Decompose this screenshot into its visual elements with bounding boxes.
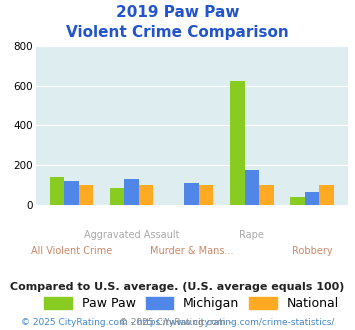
Text: Aggravated Assault: Aggravated Assault — [84, 230, 179, 240]
Bar — [185, 183, 199, 205]
Bar — [110, 188, 124, 205]
Text: All Violent Crime: All Violent Crime — [31, 246, 112, 256]
Bar — [50, 177, 64, 205]
Bar — [245, 170, 259, 205]
Bar — [78, 185, 93, 205]
Text: Violent Crime Comparison: Violent Crime Comparison — [66, 25, 289, 40]
Text: © 2025 CityRating.com - https://www.cityrating.com/crime-statistics/: © 2025 CityRating.com - https://www.city… — [21, 318, 334, 327]
Bar — [199, 185, 213, 205]
Bar — [124, 179, 139, 205]
Text: Compared to U.S. average. (U.S. average equals 100): Compared to U.S. average. (U.S. average … — [10, 282, 345, 292]
Bar — [259, 185, 274, 205]
Bar — [290, 197, 305, 205]
Text: © 2025 CityRating.com -: © 2025 CityRating.com - — [119, 318, 235, 327]
Bar — [139, 185, 153, 205]
Text: Robbery: Robbery — [292, 246, 332, 256]
Bar — [64, 181, 78, 205]
Legend: Paw Paw, Michigan, National: Paw Paw, Michigan, National — [40, 293, 343, 314]
Text: Rape: Rape — [239, 230, 264, 240]
Bar — [230, 81, 245, 205]
Bar — [305, 192, 319, 205]
Bar — [319, 185, 334, 205]
Text: 2019 Paw Paw: 2019 Paw Paw — [116, 5, 239, 20]
Text: Murder & Mans...: Murder & Mans... — [150, 246, 234, 256]
